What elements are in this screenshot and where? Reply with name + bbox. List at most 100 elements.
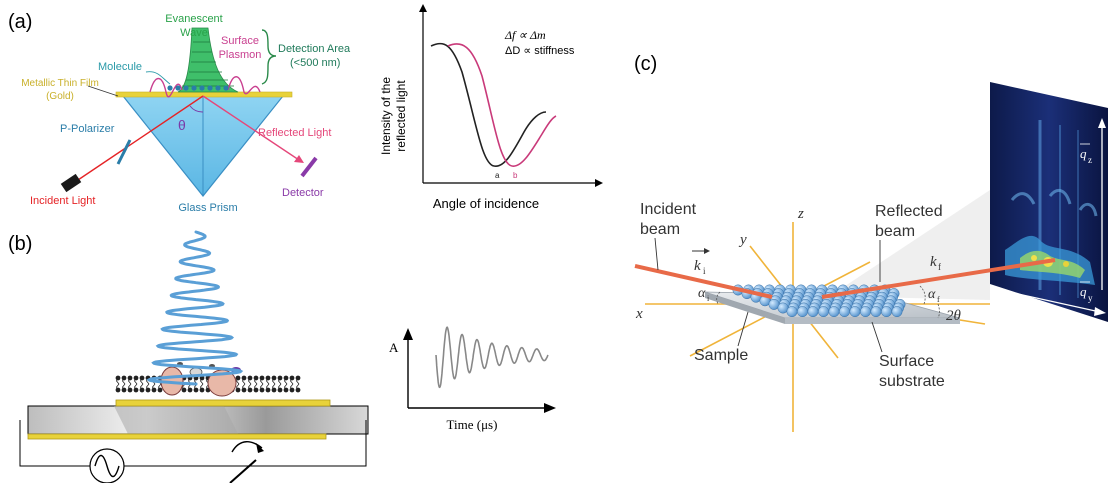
sample-sphere	[870, 306, 882, 318]
lipid-tail	[140, 383, 144, 391]
switch-arm	[229, 459, 257, 483]
lipid-tail	[272, 377, 276, 385]
lipid-tail	[284, 377, 288, 385]
lipid-head	[253, 387, 259, 393]
detector-screen: q z q y	[990, 82, 1108, 322]
resonance-plot: a b Δf ∝ Δm ΔD ∝ stiffness Intensity of …	[379, 4, 603, 211]
detection-brace	[261, 29, 277, 85]
switch-arrow	[256, 443, 264, 453]
incident-pointer	[654, 237, 659, 271]
plot-x-arrow	[595, 179, 603, 187]
surface-plasmon-label-1: Surface	[221, 35, 259, 47]
qz-label: q	[1080, 146, 1087, 161]
theta-label: θ	[178, 117, 186, 133]
sample-sphere	[881, 306, 892, 318]
lipid-tail	[260, 383, 264, 391]
detection-area-label-1: Detection Area	[278, 43, 351, 55]
sample-sphere	[786, 306, 798, 318]
polarizer-label: P-Polarizer	[60, 123, 115, 135]
bottom-electrode	[27, 433, 327, 440]
decay-plot: A Time (μs)	[389, 326, 556, 432]
lipid-tail	[290, 383, 294, 391]
sample-sphere	[807, 306, 819, 318]
acoustic-wave-coil	[146, 230, 244, 386]
sample-sphere	[818, 306, 829, 318]
molecule-label: Molecule	[98, 61, 142, 73]
incident-beam-c	[634, 264, 773, 299]
decay-signal	[435, 326, 549, 389]
incident-light-label: Incident Light	[30, 195, 95, 207]
lipid-tail	[254, 377, 258, 385]
alpha-i-label: α	[698, 286, 706, 301]
axis-z-label: z	[797, 206, 804, 222]
sample-pointer	[737, 311, 749, 347]
detection-area-label-2: (<500 nm)	[290, 57, 340, 69]
film-label-1: Metallic Thin Film	[21, 78, 99, 89]
panel-b-letter: (b)	[8, 233, 32, 255]
qy-sub: y	[1088, 293, 1093, 303]
sample-sphere	[839, 306, 850, 318]
scatter-hot-2	[1031, 255, 1037, 261]
reflected-beam-label-2: beam	[875, 223, 915, 240]
marker-b: b	[513, 171, 518, 180]
lipid-tail	[158, 383, 162, 391]
qy-axis	[999, 289, 1101, 313]
substrate-front	[785, 318, 960, 324]
equation-2: ΔD ∝ stiffness	[505, 45, 575, 57]
sample-sphere	[891, 306, 903, 318]
molecules	[167, 85, 229, 91]
curve-a	[430, 42, 547, 167]
scattering-cone	[830, 190, 990, 300]
axis-x-label: x	[635, 306, 643, 322]
lipid-head	[253, 375, 259, 381]
plot-ylabel-2: reflected light	[394, 80, 408, 152]
sample-sphere	[860, 306, 871, 318]
curve-b	[447, 43, 557, 167]
lipid-tail	[266, 377, 270, 385]
plot-y-arrow	[419, 4, 427, 12]
film-label-2: (Gold)	[46, 91, 74, 102]
equation-1: Δf ∝ Δm	[504, 28, 546, 42]
lipid-tail	[236, 383, 240, 391]
sample-spheres	[732, 284, 906, 318]
lipid-tail	[242, 377, 246, 385]
qy-arrow	[1094, 307, 1106, 316]
lipid-tail	[248, 383, 252, 391]
qz-sub: z	[1088, 155, 1092, 165]
top-electrode	[115, 399, 331, 407]
kf-sub: f	[938, 262, 941, 272]
reflected-beam	[202, 95, 303, 163]
decay-xlabel: Time (μs)	[447, 417, 498, 432]
lipid-tail	[272, 383, 276, 391]
detector	[300, 156, 318, 178]
surface-plasmon-label-2: Plasmon	[219, 49, 262, 61]
incident-beam-label-1: Incident	[640, 201, 697, 218]
lipid-tail	[290, 377, 294, 385]
sample-label: Sample	[694, 347, 748, 364]
alpha-i-sub: i	[707, 294, 710, 303]
reflected-light-label: Reflected Light	[258, 127, 331, 139]
decay-x-arrow	[544, 403, 556, 413]
surface-plasmon-wave	[149, 76, 261, 98]
switch-arc	[231, 441, 263, 453]
substrate-edge	[705, 292, 785, 324]
lipid-tail	[134, 383, 138, 391]
axis-y-label: y	[738, 232, 747, 248]
incident-beam	[74, 95, 204, 183]
lipid-tail	[146, 383, 150, 391]
lipid-tail	[152, 383, 156, 391]
theta-arc	[189, 105, 204, 113]
sample-sphere	[797, 306, 808, 318]
lipid-tail	[122, 377, 126, 385]
alpha-f-sub: f	[937, 295, 940, 304]
lipid-tail	[254, 383, 258, 391]
lipid-tail	[242, 383, 246, 391]
ac-source-wave	[94, 454, 120, 478]
p-polarizer	[116, 139, 132, 165]
lipid-tail	[116, 383, 120, 391]
scatter-hot-3	[1063, 261, 1069, 267]
lipid-tail	[134, 377, 138, 385]
evanescent-hatch	[182, 41, 234, 87]
lipid-tail	[140, 377, 144, 385]
